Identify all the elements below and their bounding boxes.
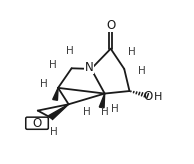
FancyBboxPatch shape bbox=[26, 117, 48, 129]
Text: H: H bbox=[101, 107, 109, 117]
Text: H: H bbox=[66, 46, 74, 56]
Polygon shape bbox=[53, 88, 58, 100]
Text: H: H bbox=[154, 92, 163, 102]
Text: H: H bbox=[128, 47, 136, 57]
Text: H: H bbox=[111, 104, 118, 114]
Text: H: H bbox=[50, 127, 58, 137]
Text: O: O bbox=[144, 90, 153, 103]
Text: H: H bbox=[49, 60, 57, 70]
Text: O: O bbox=[106, 19, 115, 32]
Polygon shape bbox=[99, 93, 105, 108]
Text: O: O bbox=[32, 117, 42, 130]
Text: H: H bbox=[83, 107, 91, 117]
Text: H: H bbox=[138, 66, 146, 76]
Polygon shape bbox=[48, 104, 69, 119]
Text: N: N bbox=[85, 61, 93, 73]
Text: H: H bbox=[40, 79, 48, 89]
